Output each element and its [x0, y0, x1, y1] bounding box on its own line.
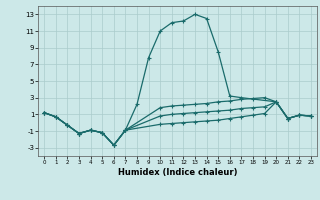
X-axis label: Humidex (Indice chaleur): Humidex (Indice chaleur): [118, 168, 237, 177]
